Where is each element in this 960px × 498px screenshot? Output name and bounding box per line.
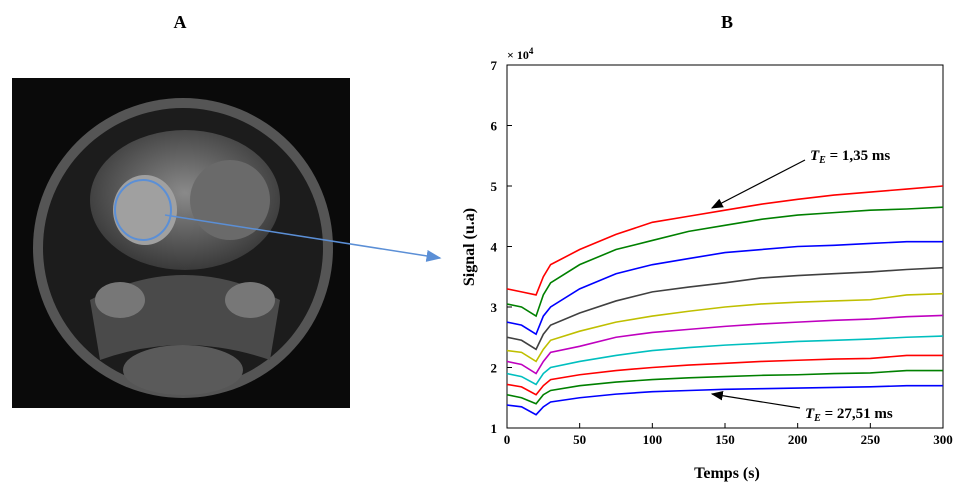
y-multiplier: × 104	[507, 46, 534, 62]
series-line	[506, 369, 943, 405]
y-tick-label: 1	[491, 421, 498, 436]
annotation-subscript: E	[813, 413, 821, 424]
panel-label: A	[174, 12, 187, 32]
series-line	[506, 354, 943, 396]
y-tick-label: 6	[491, 119, 498, 134]
x-tick-label: 300	[933, 432, 953, 447]
y-axis-label: Signal (u.a)	[461, 208, 478, 286]
series-line	[506, 384, 943, 416]
annotation-text: = 1,35 ms	[826, 148, 891, 164]
x-tick-label: 100	[643, 432, 663, 447]
series-line	[506, 335, 944, 386]
x-axis-label: Temps (s)	[694, 465, 760, 482]
annotation-arrow	[710, 390, 801, 409]
panel-label: B	[721, 12, 733, 32]
annotation-symbol: T	[805, 406, 815, 422]
series-line	[506, 185, 944, 296]
y-tick-label: 5	[491, 179, 498, 194]
series-line	[506, 206, 944, 318]
annotation-subscript: E	[818, 155, 826, 166]
x-tick-label: 50	[573, 432, 586, 447]
plot-frame	[506, 64, 944, 429]
x-tick-label: 150	[715, 432, 735, 447]
annotation-symbol: T	[810, 148, 820, 164]
series-line	[506, 314, 944, 375]
y-tick-label: 7	[491, 58, 498, 73]
x-tick-label: 200	[788, 432, 808, 447]
series-line	[506, 266, 944, 351]
y-tick-label: 2	[491, 361, 498, 376]
annotation: TE = 1,35 ms	[810, 148, 890, 166]
series-line	[506, 292, 944, 363]
annotation: TE = 27,51 ms	[805, 406, 893, 424]
x-tick-label: 0	[504, 432, 511, 447]
y-tick-label: 3	[491, 300, 498, 315]
annotation-arrow	[710, 159, 806, 209]
y-tick-label: 4	[491, 240, 498, 255]
mri-image	[12, 78, 442, 408]
annotation-text: = 27,51 ms	[821, 406, 893, 422]
x-tick-label: 250	[861, 432, 881, 447]
series-line	[506, 240, 943, 336]
